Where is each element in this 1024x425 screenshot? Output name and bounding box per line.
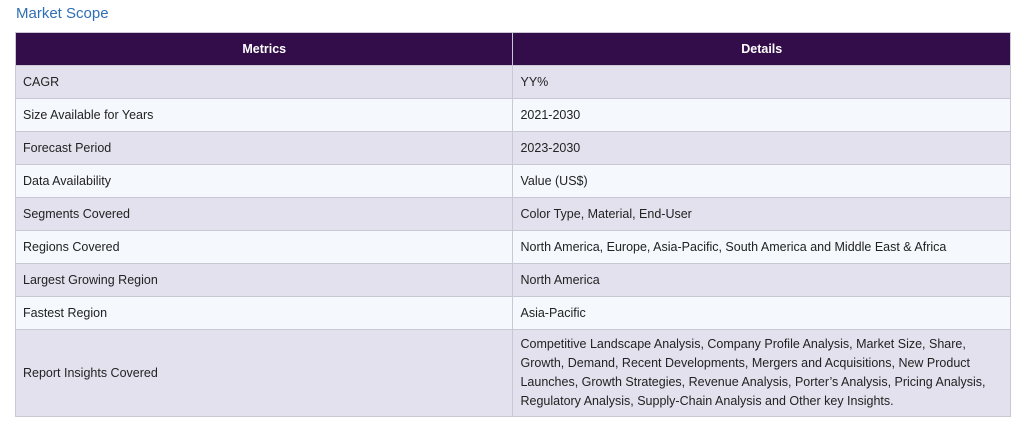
detail-cell: YY% [512,65,1011,99]
detail-cell: 2023-2030 [512,131,1011,165]
metric-cell: Regions Covered [14,230,514,264]
table-row: Size Available for Years 2021-2030 [14,98,1011,132]
metric-cell: Data Availability [14,164,514,198]
table-header-row: Metrics Details [14,32,1011,66]
metric-cell: Report Insights Covered [14,329,514,417]
header-metrics: Metrics [14,32,514,66]
detail-cell: North America [512,263,1011,297]
metric-cell: Largest Growing Region [14,263,514,297]
detail-cell: Competitive Landscape Analysis, Company … [512,329,1011,417]
detail-cell: Value (US$) [512,164,1011,198]
market-scope-table: Metrics Details CAGR YY% Size Available … [14,32,1011,417]
detail-cell: Asia-Pacific [512,296,1011,330]
table-row: Segments Covered Color Type, Material, E… [14,197,1011,231]
section-title: Market Scope [16,5,109,22]
metric-cell: Forecast Period [14,131,514,165]
table-row: Regions Covered North America, Europe, A… [14,230,1011,264]
metric-cell: Segments Covered [14,197,514,231]
metric-cell: Size Available for Years [14,98,514,132]
table-row: Forecast Period 2023-2030 [14,131,1011,165]
table-row: CAGR YY% [14,65,1011,99]
table-row: Fastest Region Asia-Pacific [14,296,1011,330]
header-details: Details [512,32,1011,66]
metric-cell: Fastest Region [14,296,514,330]
metric-cell: CAGR [14,65,514,99]
detail-cell: 2021-2030 [512,98,1011,132]
table-row: Largest Growing Region North America [14,263,1011,297]
detail-cell: Color Type, Material, End-User [512,197,1011,231]
detail-cell: North America, Europe, Asia-Pacific, Sou… [512,230,1011,264]
table-row: Report Insights Covered Competitive Land… [14,329,1011,417]
table-row: Data Availability Value (US$) [14,164,1011,198]
